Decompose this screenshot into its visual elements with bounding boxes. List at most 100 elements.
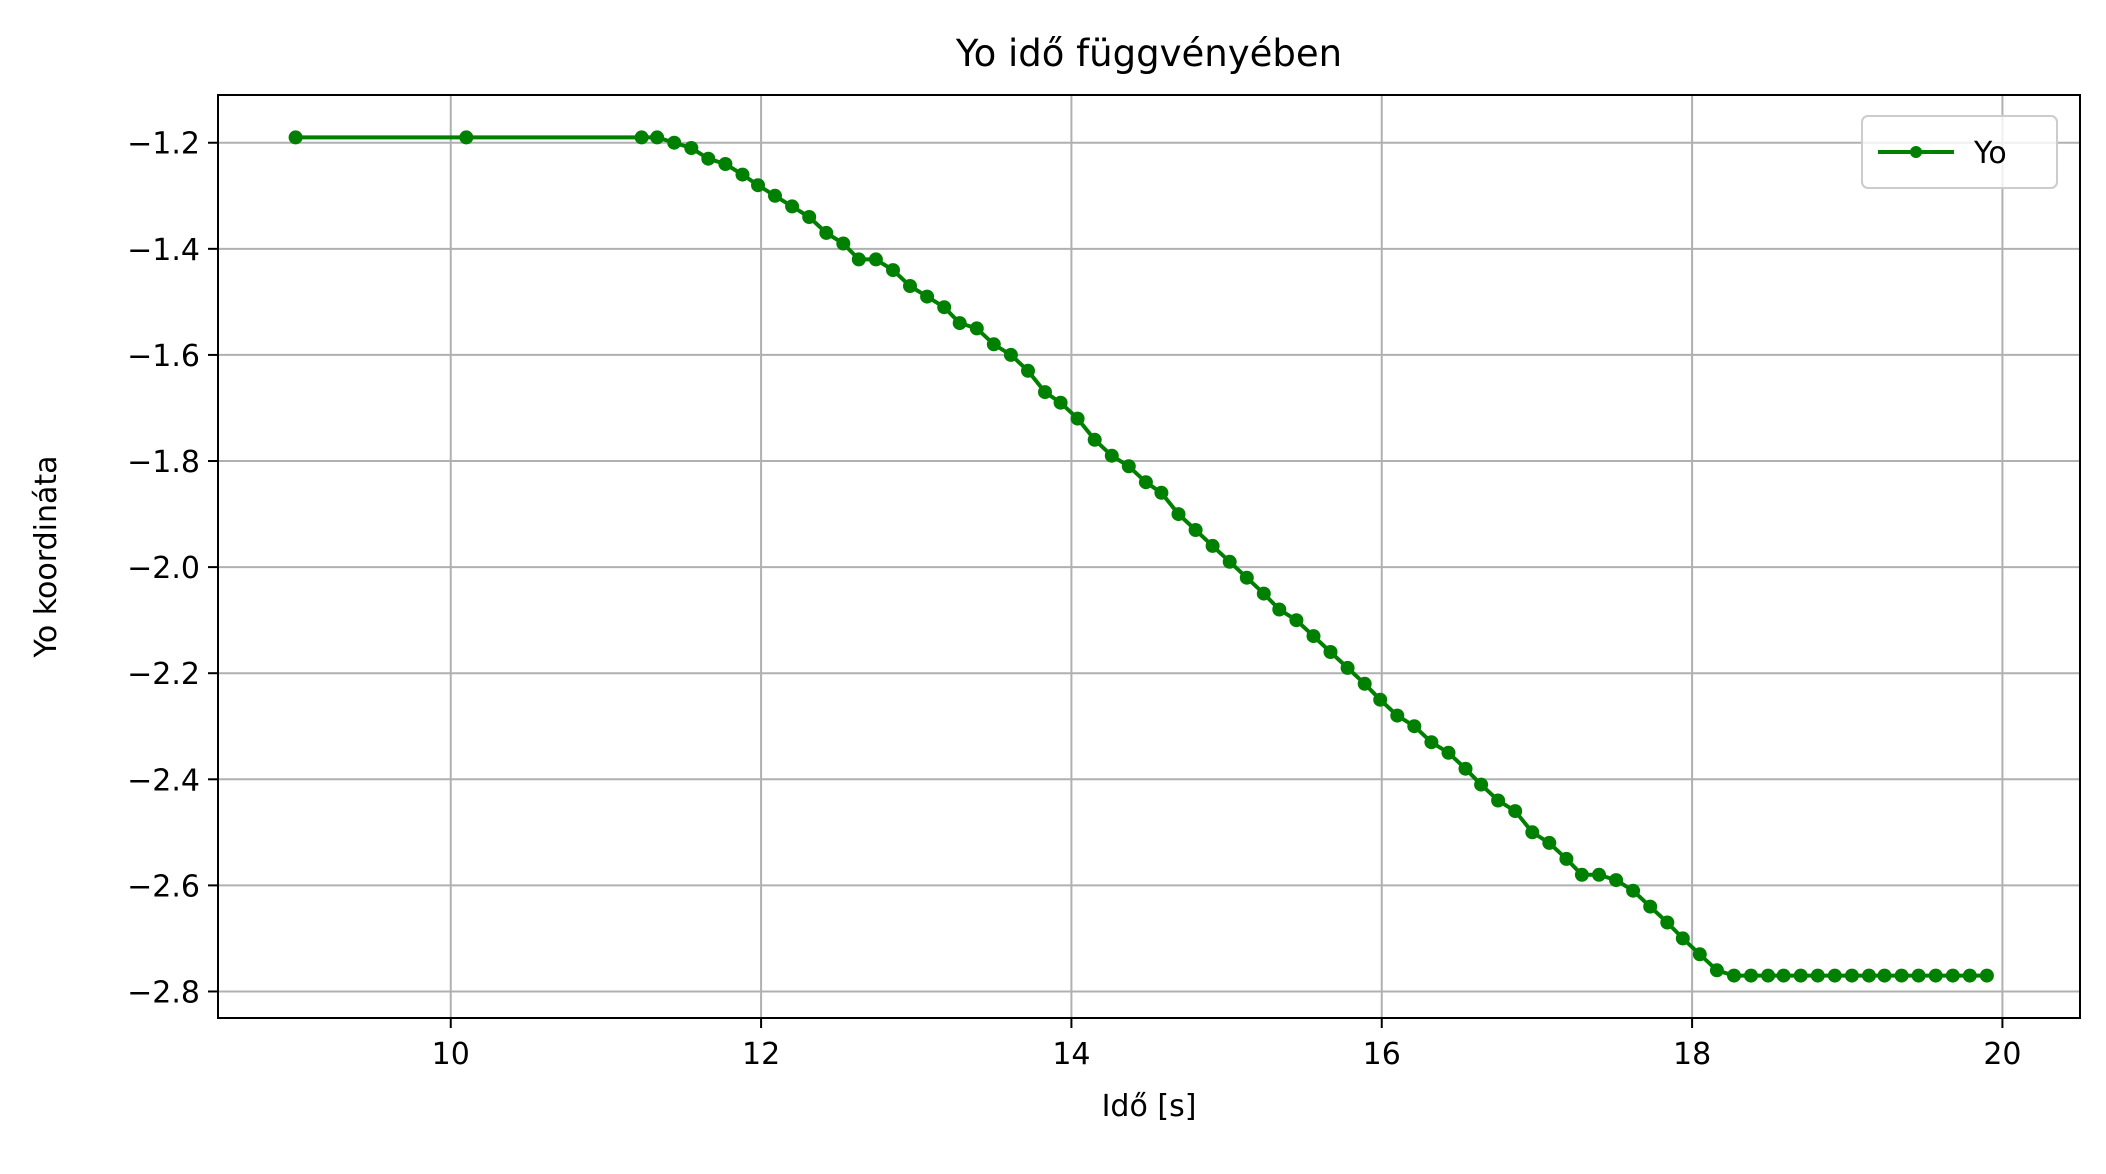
data-point [650, 130, 665, 145]
y-tick-label: −2.8 [127, 975, 200, 1010]
data-point [1306, 629, 1321, 644]
legend-label-yo: Yo [1973, 136, 2007, 171]
ticks: 10 12 14 16 18 20 −1.2 −1.4 −1.6 −1.8 −2.0 −2.2 −2.4… [127, 127, 2021, 1072]
y-tick-label: −1.4 [127, 233, 200, 268]
data-point [785, 199, 800, 214]
data-point [836, 236, 851, 251]
data-point [718, 157, 733, 171]
data-point [1373, 692, 1388, 707]
data-point [1188, 523, 1203, 537]
data-point [1979, 968, 1994, 983]
data-point [1945, 968, 1960, 983]
data-point [986, 337, 1001, 352]
x-tick-label: 18 [1673, 1037, 1711, 1072]
data-point [819, 225, 834, 240]
legend-marker-yo [1910, 146, 1922, 158]
data-point [1776, 968, 1791, 983]
data-point [1559, 851, 1574, 866]
data-point [1827, 968, 1842, 983]
data-point [1761, 968, 1776, 983]
data-point [1154, 485, 1169, 500]
data-point [1070, 411, 1085, 426]
data-point [1626, 883, 1641, 898]
data-point [886, 263, 900, 278]
data-point [701, 151, 716, 166]
data-point [634, 130, 649, 145]
data-point [768, 188, 782, 203]
y-tick-label: −1.6 [127, 339, 200, 374]
series-layer [288, 130, 1994, 983]
data-point [1491, 793, 1506, 808]
data-point [1962, 968, 1977, 983]
data-point [1810, 968, 1825, 983]
data-point [1053, 395, 1068, 410]
data-point [1323, 645, 1338, 659]
data-point [1660, 915, 1675, 930]
data-point [1844, 968, 1859, 983]
data-point [1441, 745, 1456, 760]
data-point [851, 252, 866, 267]
x-tick-label: 14 [1052, 1037, 1090, 1072]
data-point [1508, 804, 1523, 819]
data-point [1272, 602, 1287, 617]
data-point [1911, 968, 1926, 983]
y-tick-label: −2.0 [127, 551, 200, 586]
x-tick-label: 16 [1363, 1037, 1401, 1072]
data-point [1205, 538, 1220, 553]
y-tick-label: −1.2 [127, 127, 200, 162]
data-point [1862, 968, 1876, 983]
data-point [1525, 825, 1540, 840]
data-point [1675, 931, 1690, 946]
data-point [1289, 613, 1304, 628]
data-point [1390, 708, 1405, 723]
data-point [1744, 968, 1758, 983]
data-point [1357, 676, 1372, 691]
data-point [1104, 448, 1119, 463]
data-point [952, 316, 967, 331]
data-point [1692, 947, 1707, 962]
data-point [684, 141, 699, 155]
data-point [667, 135, 682, 150]
data-point [920, 289, 935, 304]
legend: Yo [1861, 115, 2058, 189]
data-point [1458, 761, 1473, 776]
legend-box [1861, 115, 2058, 189]
data-point [1727, 968, 1741, 983]
data-point [1239, 570, 1254, 585]
data-point [459, 130, 474, 145]
data-point [969, 321, 984, 336]
y-tick-label: −2.6 [127, 869, 200, 904]
data-point [1609, 873, 1624, 888]
data-point [1793, 968, 1808, 983]
data-point [1424, 735, 1439, 750]
y-tick-label: −2.4 [127, 763, 200, 798]
data-point [1894, 968, 1909, 983]
x-tick-label: 10 [432, 1037, 470, 1072]
data-point [1407, 719, 1422, 734]
data-point [1222, 554, 1237, 569]
data-point [1474, 777, 1489, 792]
data-point [1877, 968, 1892, 983]
data-point [1256, 586, 1271, 601]
grid [218, 95, 2080, 1018]
data-point [1003, 347, 1018, 362]
data-point [1121, 459, 1136, 474]
data-point [868, 252, 883, 267]
data-point [1171, 507, 1186, 522]
data-point [1592, 867, 1606, 882]
data-point [1087, 432, 1102, 447]
y-tick-label: −1.8 [127, 445, 200, 480]
data-point [735, 167, 750, 182]
data-point [1340, 660, 1355, 675]
data-point [1574, 867, 1589, 882]
data-point [1709, 963, 1724, 978]
x-tick-label: 12 [742, 1037, 780, 1072]
data-point [802, 210, 817, 224]
data-point [751, 178, 765, 193]
plot-frame [217, 94, 2081, 1019]
data-point [1643, 899, 1658, 914]
data-point [1021, 363, 1035, 378]
y-axis-label: Yo koordináta [29, 456, 64, 659]
